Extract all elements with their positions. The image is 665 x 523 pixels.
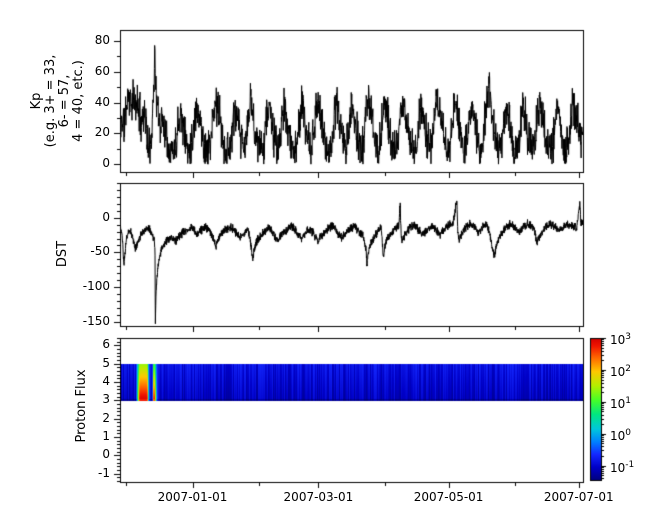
x-tick-label: 2007-03-01 [283, 490, 354, 504]
y-tick-label: -50 [90, 244, 110, 259]
y-tick-label: 4 [102, 374, 110, 389]
colorbar-tick-label: 101 [610, 395, 632, 411]
y-tick-label: 60 [94, 63, 110, 78]
x-tick-label: 2007-07-01 [543, 490, 614, 504]
y-tick-label: 2 [102, 410, 110, 425]
kp-axis-label-line: Kp [28, 92, 44, 110]
colorbar-tick-label: 10-1 [610, 459, 635, 475]
y-tick-label: 0 [102, 447, 110, 462]
y-tick-label: 40 [94, 94, 110, 109]
colorbar-tick-label: 103 [610, 332, 632, 347]
y-tick-label: 80 [94, 32, 110, 47]
x-tick-label: 2007-01-01 [157, 490, 228, 504]
y-tick-label: 0 [102, 156, 110, 171]
colorbar-tick-label: 102 [610, 363, 632, 379]
colorbar-tick-label: 100 [610, 427, 632, 443]
y-tick-label: 3 [102, 392, 110, 407]
y-tick-label: -1 [98, 465, 110, 480]
kp-axis-label-line: (e.g. 3+ = 33, [42, 54, 58, 148]
y-tick-label: 1 [102, 429, 110, 444]
y-tick-label: 0 [102, 209, 110, 224]
y-tick-label: -100 [82, 279, 110, 294]
y-tick-label: -150 [82, 313, 110, 328]
y-tick-label: 5 [102, 355, 110, 370]
y-tick-label: 6 [102, 337, 110, 352]
x-tick-label: 2007-05-01 [413, 490, 484, 504]
y-tick-label: 20 [94, 125, 110, 140]
